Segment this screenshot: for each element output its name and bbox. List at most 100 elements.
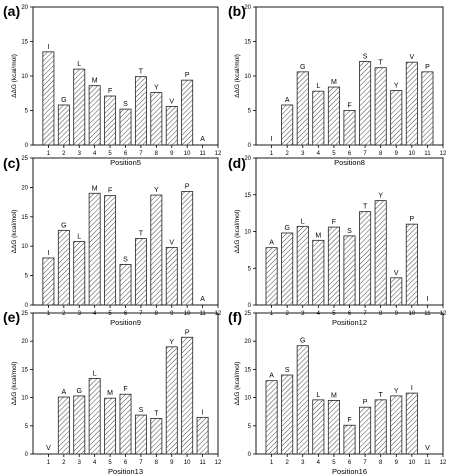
bar — [265, 380, 278, 455]
bar — [57, 396, 70, 455]
bar — [57, 104, 70, 146]
x-tick-label: 5 — [332, 151, 336, 157]
x-tick-label: 11 — [199, 311, 206, 317]
x-tick-label: 6 — [124, 311, 128, 317]
bar-label: I — [426, 296, 428, 303]
x-tick-label: 8 — [155, 460, 159, 466]
x-tick-label: 9 — [395, 311, 399, 317]
x-tick-label: 12 — [215, 151, 222, 157]
x-tick-label: 5 — [108, 311, 112, 317]
bar-label: P — [185, 72, 190, 79]
bar — [73, 241, 86, 306]
x-tick-label: 4 — [317, 311, 321, 317]
y-tick-label: 20 — [21, 5, 28, 11]
x-tick-label: 1 — [270, 460, 274, 466]
bar-label: G — [284, 225, 289, 232]
bar — [181, 79, 194, 146]
bar-label: I — [411, 385, 413, 392]
x-tick-label: 10 — [408, 311, 415, 317]
bar — [281, 104, 294, 146]
bar — [374, 399, 387, 455]
y-tick-label: 10 — [244, 74, 251, 80]
x-axis-title: Position9 — [110, 318, 141, 327]
bar — [42, 257, 55, 306]
bar — [390, 90, 403, 146]
bar — [165, 246, 178, 306]
bar — [405, 223, 418, 306]
bar-label: Y — [394, 82, 399, 89]
x-tick-label: 1 — [47, 460, 51, 466]
y-tick-label: 20 — [21, 185, 28, 191]
bar-label: A — [200, 136, 205, 143]
x-tick-label: 5 — [332, 460, 336, 466]
bar — [405, 61, 418, 146]
bar — [296, 225, 309, 306]
bar-label: L — [301, 218, 305, 225]
bar-label: Y — [378, 193, 383, 200]
panel-label: (d) — [228, 155, 246, 171]
bar-label: Y — [154, 85, 159, 92]
y-tick-label: 15 — [21, 40, 28, 46]
x-tick-label: 8 — [379, 460, 383, 466]
y-axis-title: ΔΔG (kcal/mol) — [11, 54, 18, 98]
bar-label: M — [92, 185, 98, 192]
y-tick-label: 20 — [244, 339, 251, 345]
bar-label: V — [394, 270, 399, 277]
x-tick-label: 6 — [348, 151, 352, 157]
y-tick-label: 0 — [25, 303, 29, 309]
bar — [57, 229, 70, 306]
bar — [281, 374, 294, 455]
x-tick-label: 1 — [47, 151, 51, 157]
bar — [119, 108, 132, 146]
x-tick-label: 4 — [317, 151, 321, 157]
x-tick-label: 1 — [47, 311, 51, 317]
bar — [343, 235, 356, 306]
x-tick-label: 3 — [78, 151, 82, 157]
y-tick-label: 15 — [244, 193, 251, 199]
bar-label: M — [331, 392, 337, 399]
bar — [88, 85, 101, 146]
y-tick-label: 25 — [21, 311, 28, 317]
bar — [359, 211, 372, 306]
x-tick-label: 11 — [424, 311, 431, 317]
y-tick-label: 15 — [21, 215, 28, 221]
bar — [181, 191, 194, 306]
bar-label: A — [61, 389, 66, 396]
x-tick-label: 4 — [317, 460, 321, 466]
panel-label: (f) — [228, 309, 242, 325]
x-tick-label: 3 — [301, 151, 305, 157]
bar — [265, 247, 278, 306]
bar — [119, 393, 132, 455]
bar-label: Y — [154, 187, 159, 194]
x-tick-label: 11 — [199, 151, 206, 157]
x-tick-label: 7 — [139, 151, 143, 157]
bar-label: L — [77, 61, 81, 68]
bar — [150, 92, 163, 146]
bar-label: A — [285, 97, 290, 104]
bar — [42, 51, 55, 146]
x-tick-label: 4 — [93, 151, 97, 157]
x-tick-label: 10 — [408, 460, 415, 466]
bar — [165, 105, 178, 146]
bar-label: F — [108, 88, 112, 95]
y-tick-label: 5 — [248, 109, 252, 115]
bar — [165, 346, 178, 455]
x-tick-label: 6 — [348, 311, 352, 317]
bar-label: L — [316, 83, 320, 90]
y-tick-label: 0 — [25, 452, 29, 458]
bar — [88, 378, 101, 455]
bar-label: L — [77, 233, 81, 240]
bar-label: P — [409, 216, 414, 223]
bar-label: I — [47, 250, 49, 257]
y-tick-label: 20 — [244, 5, 251, 11]
x-tick-label: 6 — [124, 460, 128, 466]
y-tick-label: 5 — [25, 274, 29, 280]
bar-label: M — [107, 390, 113, 397]
x-tick-label: 1 — [270, 151, 274, 157]
bar-label: T — [379, 60, 384, 67]
bar — [119, 264, 132, 306]
x-tick-label: 9 — [395, 151, 399, 157]
bar — [327, 400, 340, 455]
